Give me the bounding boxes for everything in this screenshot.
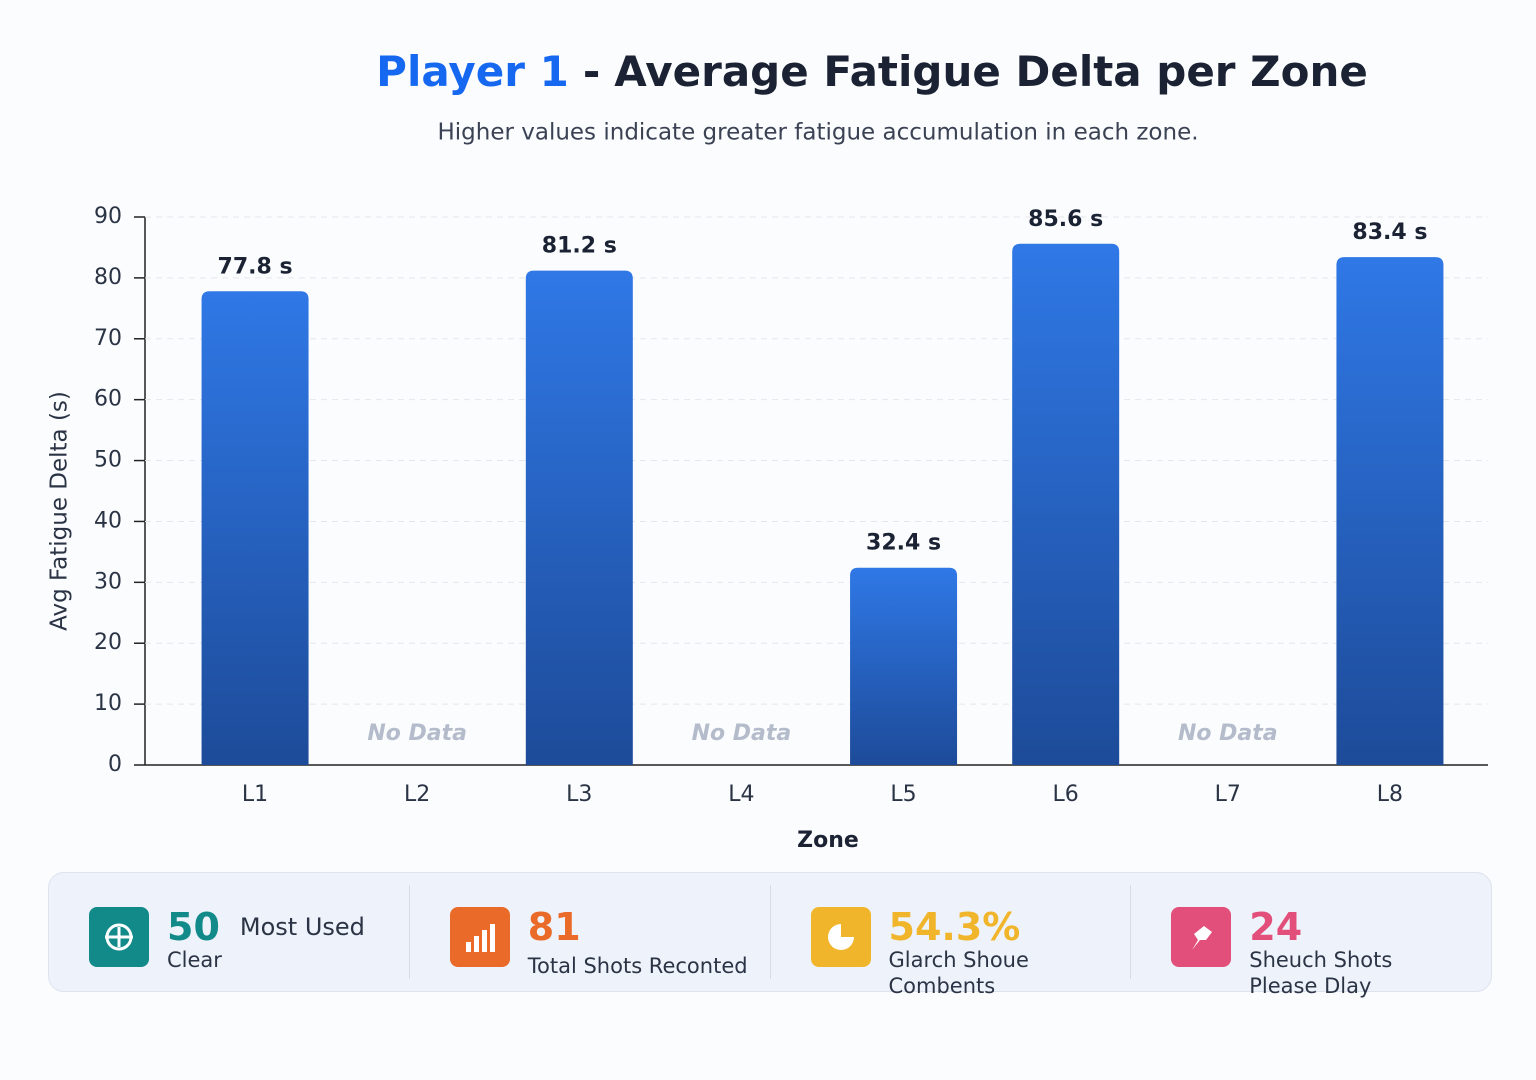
- y-tick-label: 20: [94, 630, 122, 655]
- no-data-label: No Data: [1178, 721, 1278, 746]
- y-tick-label: 30: [94, 569, 122, 594]
- chart: Player 1- Average Fatigue Delta per Zone …: [47, 47, 1488, 853]
- value-label: 81.2 s: [542, 234, 617, 259]
- stat-value: 24: [1249, 905, 1303, 949]
- stat-value: 81: [527, 905, 581, 949]
- y-tick-label: 70: [94, 326, 122, 351]
- stat-sublabel: Combents: [888, 974, 996, 998]
- y-tick-label: 50: [94, 448, 122, 473]
- x-tick-label: L3: [566, 782, 592, 807]
- subtitle: Higher values indicate greater fatigue a…: [437, 120, 1198, 146]
- x-tick-label: L5: [890, 782, 916, 807]
- x-tick-label: L2: [404, 782, 430, 807]
- stat-label: Most Used: [239, 913, 365, 941]
- y-tick-label: 10: [94, 691, 122, 716]
- chart-title: Player 1- Average Fatigue Delta per Zone: [376, 47, 1368, 96]
- title-separator: -: [583, 47, 600, 96]
- y-tick-label: 40: [94, 508, 122, 533]
- stat-sublabel: Clear: [167, 948, 222, 972]
- stat-icon: [449, 907, 510, 967]
- value-label: 77.8 s: [218, 254, 293, 279]
- value-label: 32.4 s: [866, 531, 941, 556]
- y-tick-label: 90: [94, 204, 122, 229]
- stat-card: 24 Sheuch Shots Please Dlay: [1131, 885, 1491, 998]
- stat-label: Glarch Shoue: [888, 948, 1029, 972]
- y-tick-label: 0: [108, 752, 122, 777]
- stat-card: 54.3% Glarch Shoue Combents: [771, 885, 1132, 998]
- y-axis-title: Avg Fatigue Delta (s): [47, 391, 73, 631]
- x-tick-label: L1: [242, 782, 268, 807]
- bar: [201, 291, 309, 765]
- stats-panel: 50 Most Used Clear 81 Total Shots Reconte…: [48, 872, 1492, 998]
- no-data-label: No Data: [692, 721, 792, 746]
- stat-icon: [810, 907, 871, 967]
- x-tick-label: L6: [1053, 782, 1079, 807]
- stat-label: Total Shots Reconted: [527, 954, 748, 978]
- title-highlight: Player 1: [376, 47, 569, 96]
- bar: [1336, 257, 1444, 765]
- value-label: 85.6 s: [1028, 207, 1103, 232]
- x-tick-label: L7: [1215, 782, 1241, 807]
- title-text: Average Fatigue Delta per Zone: [614, 47, 1368, 96]
- x-axis-title: Zone: [797, 828, 859, 853]
- bar: [1012, 243, 1120, 765]
- y-tick-label: 60: [94, 387, 122, 412]
- stat-sublabel: Please Dlay: [1249, 974, 1372, 998]
- icon-graphic: [105, 923, 133, 951]
- stat-icon: [89, 907, 149, 967]
- x-tick-label: L8: [1377, 782, 1403, 807]
- stat-card: 50 Most Used Clear: [49, 885, 410, 979]
- y-tick-label: 80: [94, 265, 122, 290]
- stat-value: 54.3%: [888, 905, 1021, 949]
- icon-graphic: [827, 924, 854, 950]
- bar: [525, 270, 633, 765]
- stat-icon: [1171, 907, 1232, 967]
- stat-card: 81 Total Shots Reconted: [410, 885, 771, 979]
- x-tick-label: L4: [728, 782, 754, 807]
- bar: [850, 567, 958, 765]
- icon-graphic: [465, 924, 495, 952]
- no-data-label: No Data: [367, 721, 467, 746]
- stat-value: 50: [167, 905, 220, 949]
- stat-label: Sheuch Shots: [1249, 948, 1393, 972]
- value-label: 83.4 s: [1352, 220, 1427, 245]
- icon-graphic: [1192, 926, 1213, 950]
